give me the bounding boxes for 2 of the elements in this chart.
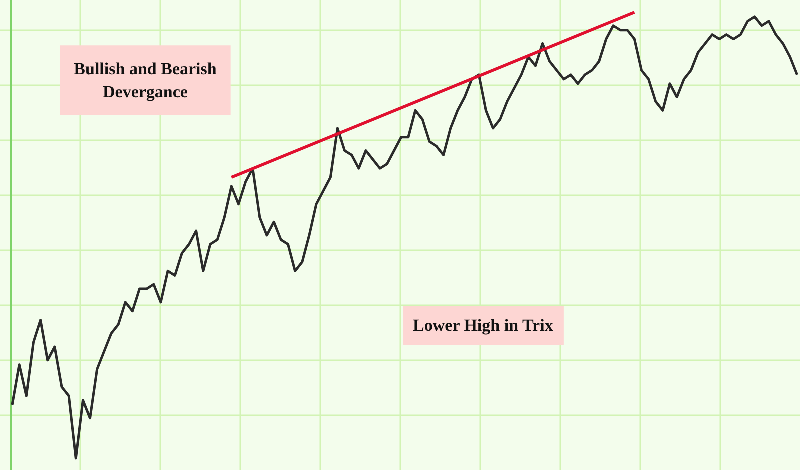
annotation: Lower High in Trix (413, 316, 554, 335)
annotation: Bullish and Bearish Devergance (74, 60, 218, 102)
